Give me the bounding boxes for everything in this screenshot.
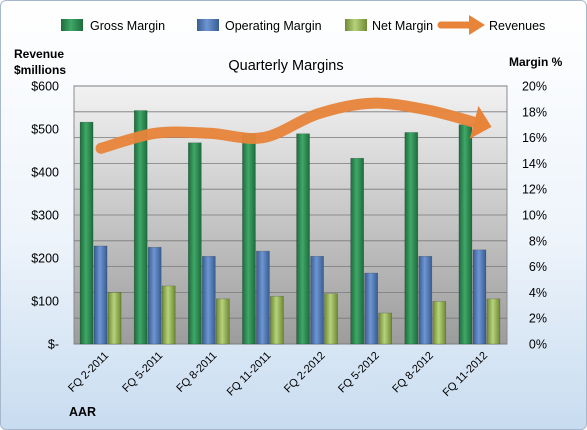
left-tick-label: $-	[48, 338, 59, 352]
bar-net-margin	[486, 298, 501, 345]
revenue-line	[95, 97, 492, 154]
left-axis-ticks: $- $100 $200 $300 $400 $500 $600	[31, 80, 59, 352]
revenues-line	[95, 97, 486, 154]
left-tick-label: $600	[31, 80, 59, 94]
category-label: FQ 2-2011	[66, 350, 111, 395]
bar-net-margin	[107, 292, 122, 345]
left-tick-label: $300	[31, 209, 59, 223]
legend-swatch-revenues-arrow	[469, 15, 485, 35]
bar-net-margin	[270, 295, 284, 345]
bar-operating-margin	[202, 255, 216, 345]
right-axis-ticks: 0% 2% 4% 6% 8% 10% 12% 14% 16% 18% 20%	[522, 80, 547, 352]
right-axis-title: Margin %	[509, 55, 563, 69]
right-tick-label: 12%	[522, 183, 547, 197]
category-label: FQ 8-2011	[174, 350, 219, 395]
right-tick-label: 10%	[522, 209, 547, 223]
category-label: FQ 5-2012	[336, 350, 382, 396]
left-axis-title-line2: $millions	[14, 63, 66, 77]
category-labels: FQ 2-2011 FQ 5-2011 FQ 8-2011 FQ 11-2011 FQ …	[66, 350, 490, 399]
left-tick-label: $500	[31, 123, 59, 137]
bar-net-margin	[432, 301, 447, 345]
category-label: FQ 5-2011	[120, 350, 165, 395]
right-tick-label: 2%	[529, 312, 547, 326]
right-tick-label: 14%	[522, 157, 547, 171]
legend-label-gross-margin: Gross Margin	[90, 19, 165, 33]
legend-label-net-margin: Net Margin	[372, 19, 433, 33]
footer-label: AAR	[69, 405, 96, 419]
bar-gross-margin	[188, 142, 202, 345]
bar-net-margin	[216, 298, 230, 345]
right-tick-label: 6%	[529, 260, 547, 274]
legend-swatch-gross-margin	[61, 19, 83, 31]
bar-operating-margin	[310, 255, 324, 345]
legend: Gross Margin Operating Margin Net Margin…	[61, 15, 545, 35]
revenues-arrow-head	[469, 105, 492, 139]
bar-gross-margin	[458, 124, 473, 345]
legend-label-revenues: Revenues	[489, 19, 545, 33]
bar-operating-margin	[472, 249, 487, 345]
legend-swatch-operating-margin	[197, 19, 219, 31]
bar-net-margin	[378, 312, 392, 345]
category-label: FQ 2-2012	[282, 350, 328, 396]
bar-operating-margin	[418, 255, 433, 345]
bar-gross-margin	[242, 133, 256, 345]
chart-title: Quarterly Margins	[228, 58, 343, 74]
left-tick-label: $400	[31, 166, 59, 180]
category-label: FQ 11-2012	[441, 350, 490, 399]
bar-operating-margin	[93, 245, 108, 345]
bar-operating-margin	[147, 246, 162, 345]
left-axis-title-line1: Revenue	[14, 47, 64, 61]
bar-gross-margin	[79, 121, 94, 345]
bar-gross-margin	[296, 133, 310, 345]
right-tick-label: 16%	[522, 131, 547, 145]
bar-operating-margin	[256, 250, 270, 345]
category-label: FQ 11-2011	[225, 350, 274, 399]
bar-net-margin	[161, 285, 176, 345]
bar-series	[79, 110, 501, 345]
bar-gross-margin	[133, 110, 148, 345]
bar-gross-margin	[404, 132, 419, 345]
legend-label-operating-margin: Operating Margin	[225, 19, 322, 33]
right-tick-label: 18%	[522, 105, 547, 119]
category-label: FQ 8-2012	[390, 350, 436, 396]
right-tick-label: 0%	[529, 338, 547, 352]
left-tick-label: $100	[31, 295, 59, 309]
right-tick-label: 8%	[529, 234, 547, 248]
bar-net-margin	[324, 293, 338, 345]
left-tick-label: $200	[31, 252, 59, 266]
legend-swatch-net-margin	[345, 19, 367, 31]
right-tick-label: 20%	[522, 80, 547, 94]
bar-operating-margin	[364, 272, 378, 345]
bar-gross-margin	[350, 157, 364, 345]
right-tick-label: 4%	[529, 286, 547, 300]
